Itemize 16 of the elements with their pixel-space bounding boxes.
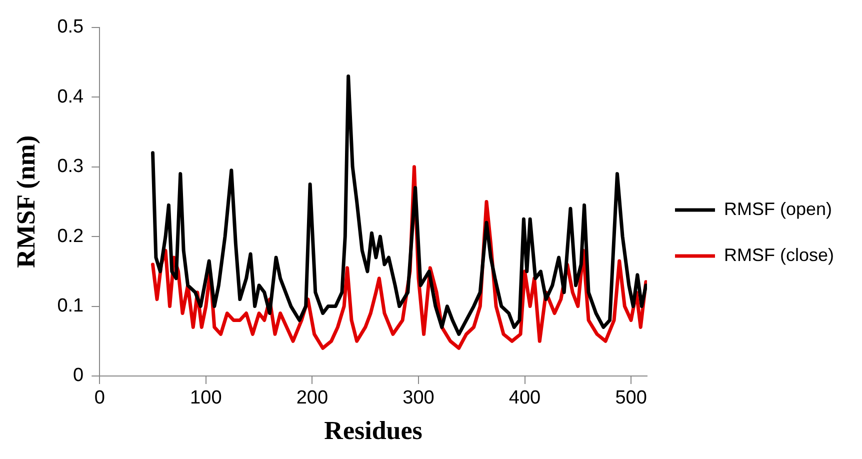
y-axis-title: RMSF (nm) bbox=[11, 135, 40, 268]
x-tick-label: 100 bbox=[190, 388, 222, 409]
x-tick-label: 400 bbox=[508, 388, 541, 409]
legend-label: RMSF (close) bbox=[724, 244, 834, 265]
y-tick-label: 0.2 bbox=[57, 226, 84, 247]
y-tick-label: 0.4 bbox=[57, 86, 84, 108]
x-tick-label: 500 bbox=[615, 388, 647, 409]
x-tick-label: 0 bbox=[94, 388, 105, 409]
y-tick-label: 0.5 bbox=[57, 16, 84, 38]
y-tick-label: 0.1 bbox=[57, 296, 84, 317]
x-tick-label: 300 bbox=[402, 388, 434, 409]
legend-label: RMSF (open) bbox=[724, 198, 832, 219]
x-axis-title: Residues bbox=[324, 416, 422, 446]
y-tick-label: 0.3 bbox=[57, 156, 84, 178]
x-tick-label: 200 bbox=[296, 388, 328, 409]
y-tick-label: 0 bbox=[73, 365, 84, 386]
